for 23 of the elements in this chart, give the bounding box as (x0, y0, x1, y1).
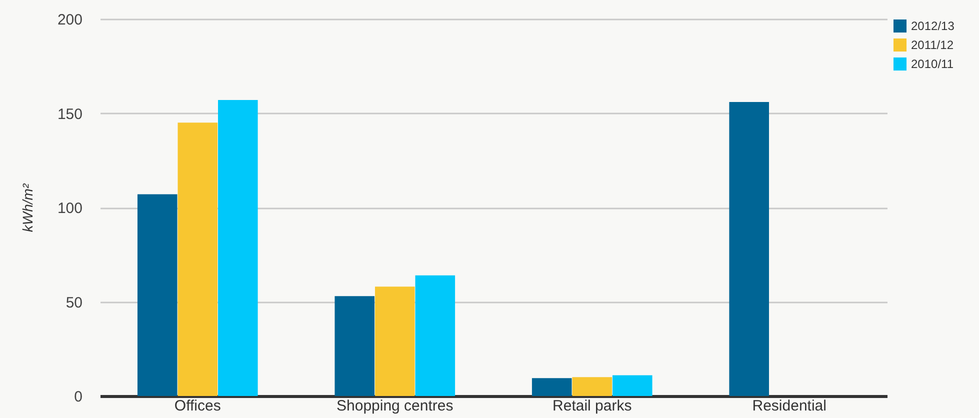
x-tick-label: Retail parks (552, 398, 632, 414)
y-tick-label: 200 (57, 12, 82, 28)
bar (137, 194, 178, 396)
bar (218, 100, 258, 396)
bar (334, 296, 375, 396)
legend-label: 2012/13 (911, 19, 955, 33)
y-tick-label: 100 (57, 200, 82, 217)
bar (612, 375, 652, 396)
bar (532, 378, 572, 396)
y-tick-label: 150 (57, 106, 82, 123)
x-tick-label: Offices (174, 398, 221, 414)
bar (178, 122, 218, 396)
y-tick-label: 50 (66, 294, 82, 312)
x-tick-label: Shopping centres (336, 398, 454, 414)
bar (572, 377, 612, 396)
x-tick-label: Residential (752, 398, 826, 414)
bar (374, 286, 415, 396)
legend-label: 2010/11 (911, 57, 954, 71)
y-axis-title: kWh/m² (19, 182, 36, 232)
legend-label: 2011/12 (911, 38, 954, 52)
y-tick-label: 0 (74, 388, 82, 406)
bar (729, 102, 769, 396)
bar (415, 275, 456, 396)
